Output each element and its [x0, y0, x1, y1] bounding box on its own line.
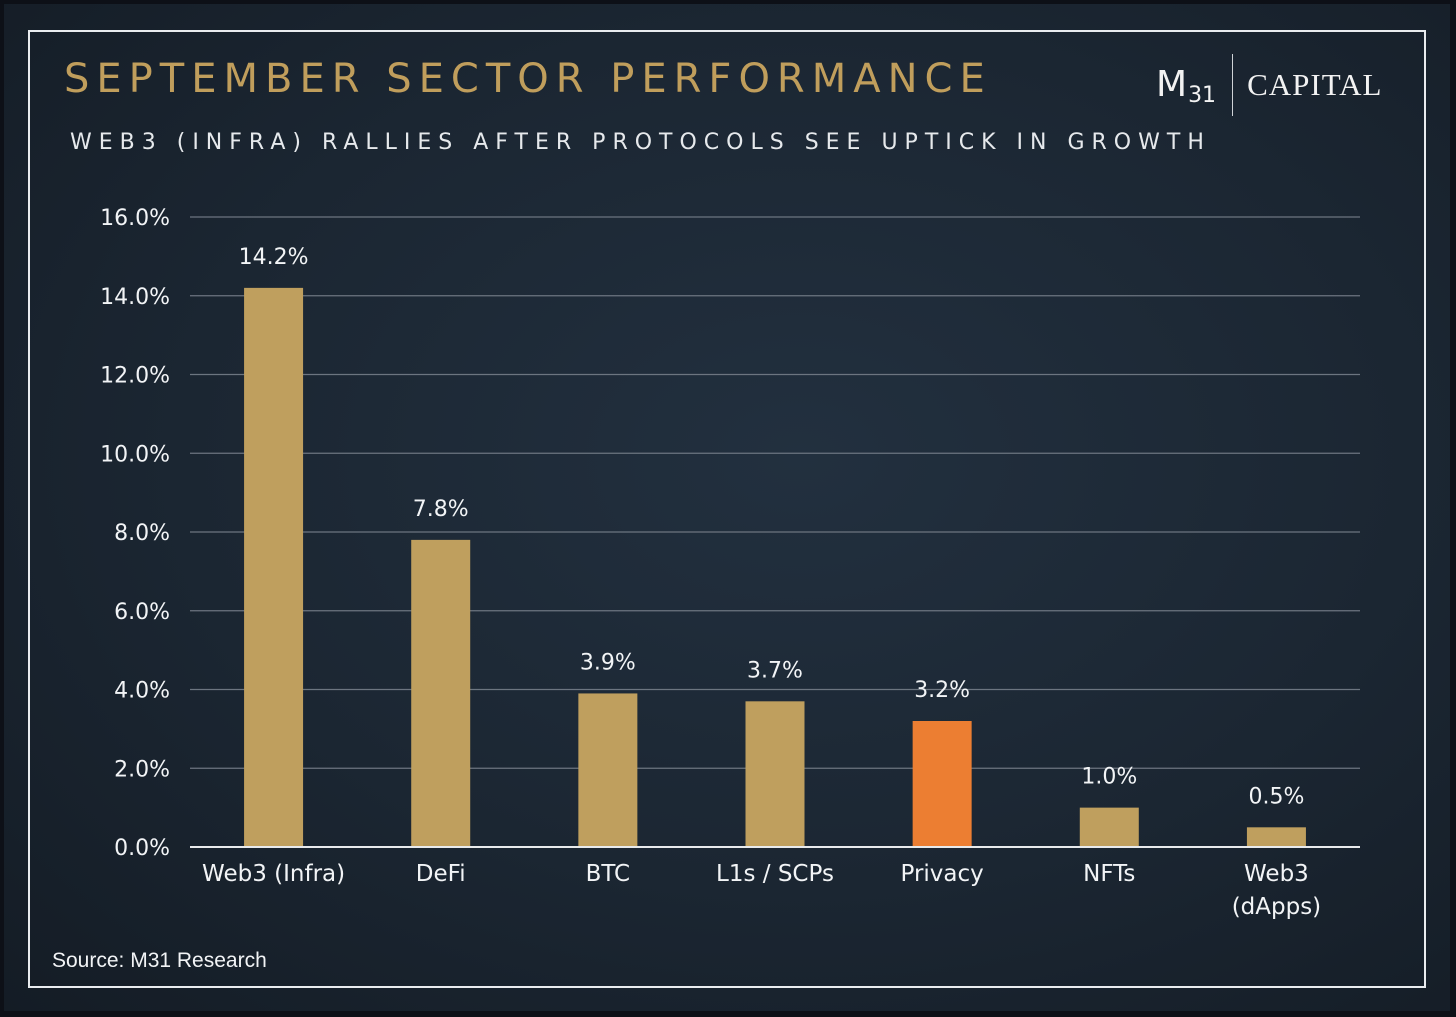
- bar: [912, 721, 972, 847]
- bar: [578, 693, 638, 847]
- data-label: 7.8%: [413, 497, 469, 522]
- data-label: 3.9%: [580, 650, 636, 675]
- x-tick-label: Web3 (Infra): [202, 861, 345, 887]
- y-tick-label: 16.0%: [100, 206, 170, 231]
- chart-border: [28, 30, 1426, 988]
- logo-capital: CAPITAL: [1247, 67, 1383, 102]
- x-tick-label: L1s / SCPs: [716, 861, 834, 887]
- source-note: Source: M31 Research: [52, 949, 267, 972]
- chart-subtitle: WEB3 (INFRA) RALLIES AFTER PROTOCOLS SEE…: [70, 130, 1211, 155]
- x-tick-label: DeFi: [416, 861, 466, 887]
- bar: [1246, 827, 1306, 847]
- x-tick-label: NFTs: [1083, 861, 1135, 887]
- logo-number: 31: [1188, 82, 1217, 108]
- y-tick-label: 2.0%: [114, 757, 170, 782]
- chart-title: SEPTEMBER SECTOR PERFORMANCE: [64, 56, 992, 102]
- logo-m: M: [1156, 64, 1188, 105]
- data-label: 14.2%: [239, 245, 309, 270]
- y-tick-label: 12.0%: [100, 364, 170, 389]
- bar: [411, 539, 471, 847]
- y-tick-label: 0.0%: [114, 836, 170, 861]
- m31-capital-logo: M 31 CAPITAL: [1156, 52, 1382, 118]
- y-tick-label: 4.0%: [114, 679, 170, 704]
- x-tick-label: Privacy: [901, 861, 984, 887]
- y-tick-label: 6.0%: [114, 600, 170, 625]
- x-tick-label: Web3 (dApps): [1232, 861, 1321, 920]
- data-label: 1.0%: [1081, 765, 1137, 790]
- bar: [1079, 807, 1139, 847]
- y-tick-label: 14.0%: [100, 285, 170, 310]
- data-label: 3.7%: [747, 658, 803, 683]
- bar: [745, 701, 805, 847]
- x-tick-label: BTC: [586, 861, 631, 887]
- data-label: 0.5%: [1248, 784, 1304, 809]
- y-tick-label: 8.0%: [114, 521, 170, 546]
- data-label: 3.2%: [914, 678, 970, 703]
- y-tick-label: 10.0%: [100, 442, 170, 467]
- bar: [244, 287, 304, 847]
- logo-divider: [1232, 54, 1234, 116]
